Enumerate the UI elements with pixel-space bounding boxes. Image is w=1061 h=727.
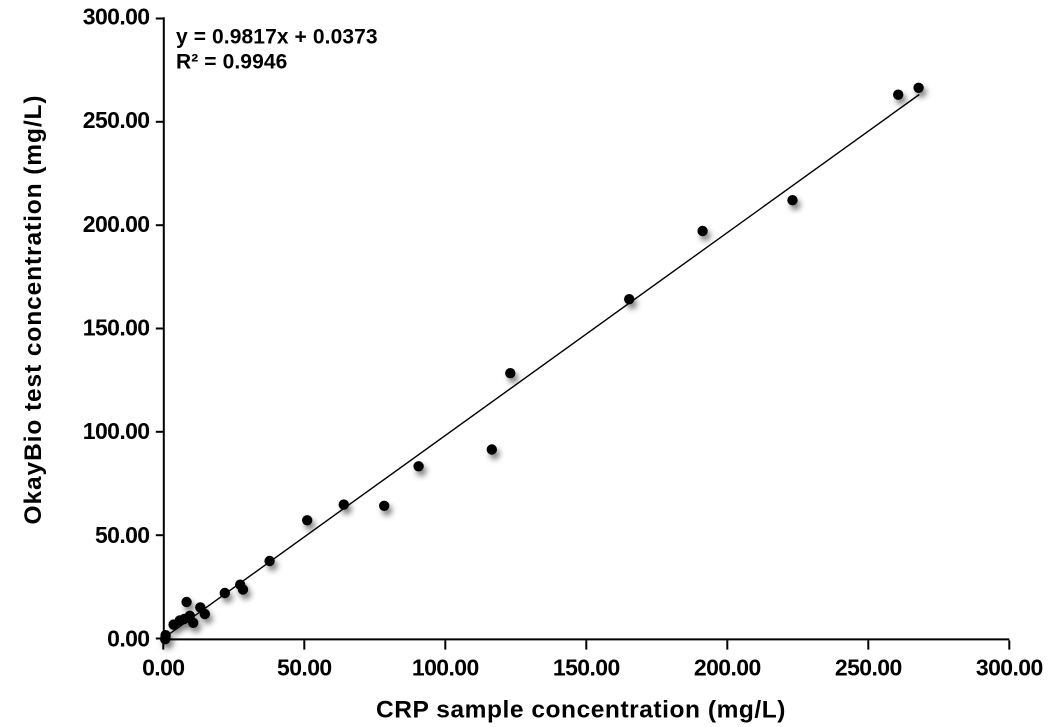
svg-text:0.00: 0.00 bbox=[107, 625, 149, 651]
svg-text:50.00: 50.00 bbox=[95, 522, 150, 548]
svg-text:200.00: 200.00 bbox=[83, 211, 150, 237]
svg-text:150.00: 150.00 bbox=[553, 654, 620, 680]
svg-text:250.00: 250.00 bbox=[83, 107, 150, 133]
svg-text:OkayBio test concentration (mg: OkayBio test concentration (mg/L) bbox=[20, 95, 47, 525]
svg-text:100.00: 100.00 bbox=[83, 418, 150, 444]
svg-text:200.00: 200.00 bbox=[694, 654, 761, 680]
svg-text:300.00: 300.00 bbox=[83, 4, 150, 30]
svg-text:CRP sample concentration (mg/L: CRP sample concentration (mg/L) bbox=[376, 697, 786, 724]
svg-text:300.00: 300.00 bbox=[976, 654, 1043, 680]
svg-text:250.00: 250.00 bbox=[835, 654, 902, 680]
svg-text:100.00: 100.00 bbox=[412, 654, 479, 680]
svg-text:0.00: 0.00 bbox=[142, 654, 184, 680]
svg-text:y = 0.9817x + 0.0373: y = 0.9817x + 0.0373 bbox=[176, 26, 378, 49]
svg-text:R² = 0.9946: R² = 0.9946 bbox=[176, 50, 287, 73]
svg-text:150.00: 150.00 bbox=[83, 315, 150, 341]
svg-text:50.00: 50.00 bbox=[277, 654, 332, 680]
